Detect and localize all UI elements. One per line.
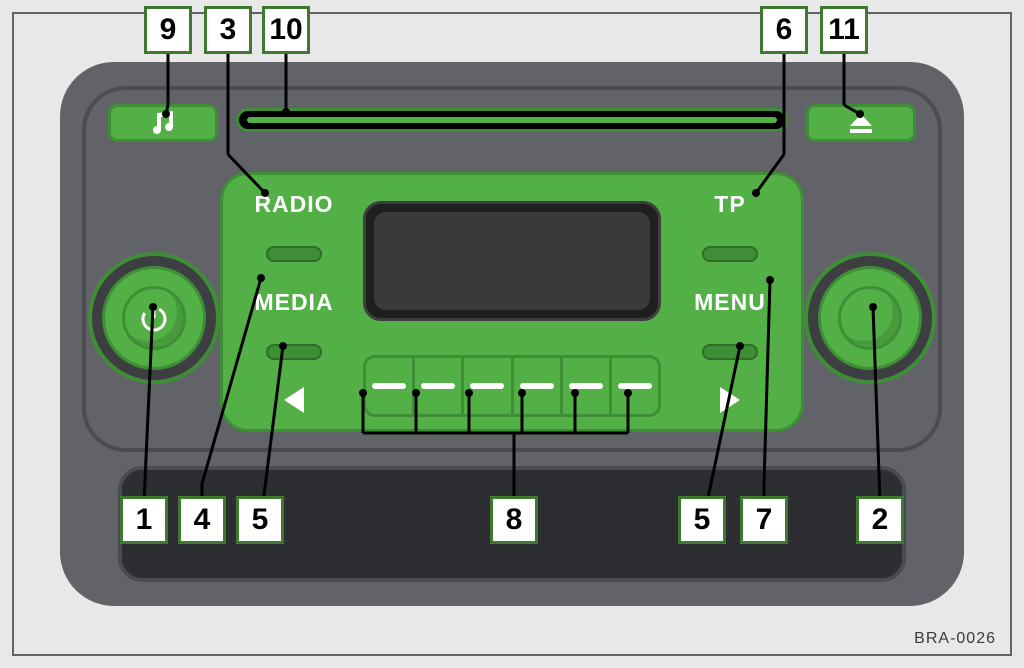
left-button-column: RADIO MEDIA	[229, 181, 359, 423]
callout-2: 2	[856, 496, 904, 544]
callout-10: 10	[262, 6, 310, 54]
preset-dash	[520, 383, 554, 389]
music-button[interactable]	[108, 104, 218, 142]
callout-6: 6	[760, 6, 808, 54]
callout-1: 1	[120, 496, 168, 544]
cd-slot[interactable]	[236, 108, 788, 132]
preset-5[interactable]	[563, 358, 612, 414]
callout-8: 8	[490, 496, 538, 544]
preset-6[interactable]	[612, 358, 658, 414]
preset-row	[363, 355, 661, 417]
tune-knob[interactable]	[804, 252, 936, 384]
right-pill-top	[702, 246, 758, 262]
right-pill-bottom	[702, 344, 758, 360]
document-id: BRA-0026	[914, 630, 996, 648]
menu-button[interactable]: MENU	[694, 289, 766, 316]
top-strip	[108, 96, 916, 150]
cd-slot-inner	[247, 117, 777, 123]
preset-dash	[569, 383, 603, 389]
preset-4[interactable]	[514, 358, 563, 414]
power-volume-knob[interactable]	[88, 252, 220, 384]
preset-dash	[372, 383, 406, 389]
preset-1[interactable]	[366, 358, 415, 414]
next-button[interactable]	[720, 387, 740, 413]
eject-icon	[848, 112, 874, 134]
power-icon	[137, 301, 171, 335]
knob-cap	[838, 286, 902, 350]
prev-button[interactable]	[284, 387, 304, 413]
left-pill-bottom	[266, 344, 322, 360]
media-button[interactable]: MEDIA	[254, 289, 333, 316]
preset-2[interactable]	[415, 358, 464, 414]
callout-5: 5	[678, 496, 726, 544]
music-icon	[149, 110, 177, 136]
callout-9: 9	[144, 6, 192, 54]
left-pill-top	[266, 246, 322, 262]
display-screen	[363, 201, 661, 321]
eject-button[interactable]	[806, 104, 916, 142]
preset-dash	[618, 383, 652, 389]
preset-dash	[470, 383, 504, 389]
callout-4: 4	[178, 496, 226, 544]
callout-5: 5	[236, 496, 284, 544]
radio-button[interactable]: RADIO	[254, 191, 333, 218]
center-panel: RADIO MEDIA TP MENU	[220, 172, 804, 432]
right-button-column: TP MENU	[665, 181, 795, 423]
callout-11: 11	[820, 6, 868, 54]
preset-3[interactable]	[464, 358, 513, 414]
tp-button[interactable]: TP	[714, 191, 745, 218]
callout-3: 3	[204, 6, 252, 54]
preset-dash	[421, 383, 455, 389]
callout-7: 7	[740, 496, 788, 544]
knob-cap	[122, 286, 186, 350]
